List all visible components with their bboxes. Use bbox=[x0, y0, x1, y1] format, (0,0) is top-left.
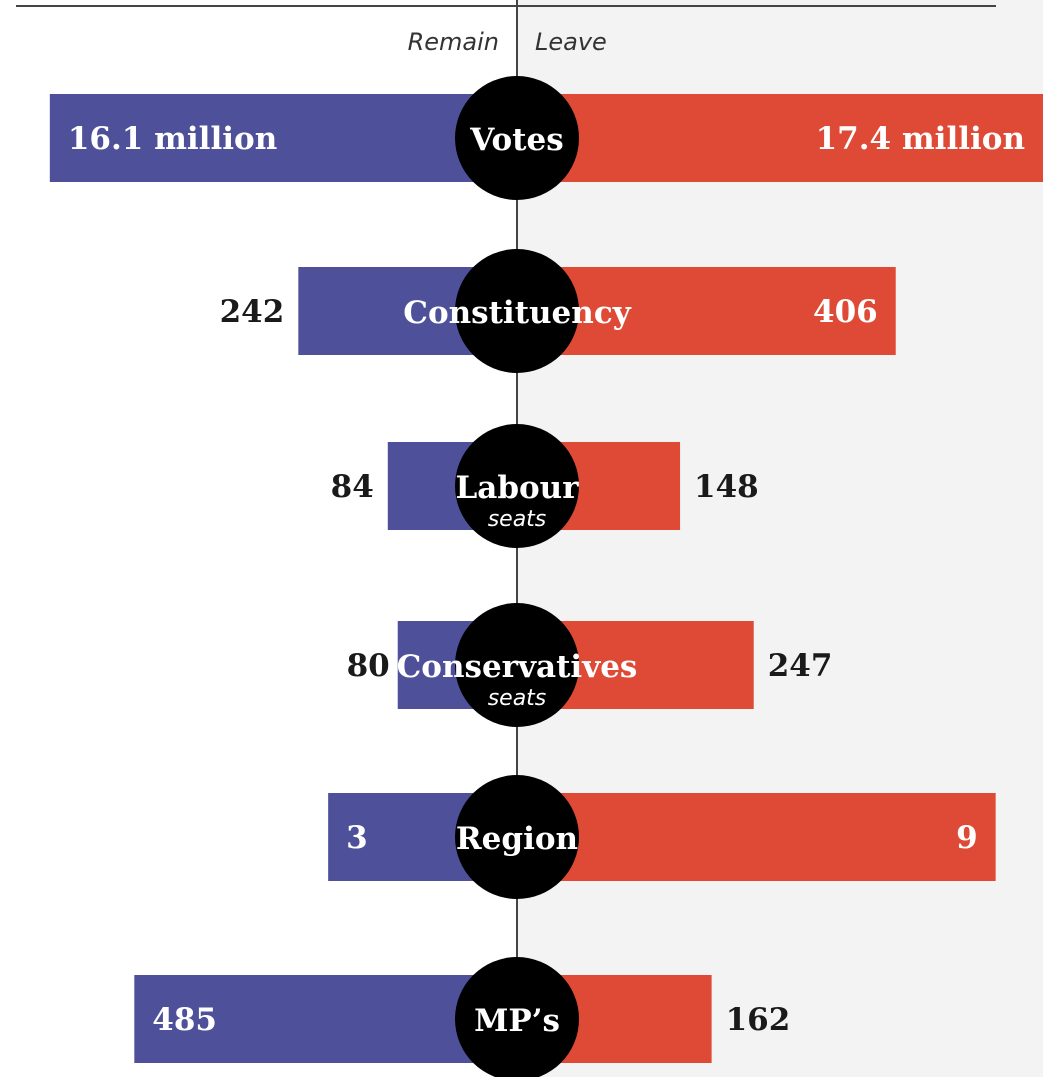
value-label-leave: 247 bbox=[768, 648, 833, 684]
category-label: Votes bbox=[469, 122, 563, 158]
value-label-remain: 242 bbox=[220, 294, 285, 330]
category-label: MP’s bbox=[474, 1003, 560, 1039]
category-circle bbox=[455, 957, 579, 1077]
value-label-leave: 17.4 million bbox=[816, 121, 1025, 157]
category-circle bbox=[455, 76, 579, 200]
value-label-remain: 80 bbox=[347, 648, 390, 684]
side-label-leave: Leave bbox=[535, 28, 607, 56]
category-circle bbox=[455, 249, 579, 373]
category-sublabel: seats bbox=[488, 686, 547, 711]
category-circle bbox=[455, 603, 579, 727]
bar-leave bbox=[517, 793, 996, 881]
value-label-leave: 406 bbox=[813, 294, 878, 330]
value-label-leave: 9 bbox=[956, 820, 978, 856]
value-label-remain: 3 bbox=[346, 820, 368, 856]
category-label: Region bbox=[456, 821, 578, 857]
value-label-remain: 485 bbox=[152, 1002, 217, 1038]
category-circle bbox=[455, 424, 579, 548]
category-label: Conservatives bbox=[397, 649, 638, 685]
bar-remain bbox=[49, 94, 517, 182]
value-label-remain: 16.1 million bbox=[68, 121, 277, 157]
bar-leave bbox=[517, 94, 1043, 182]
value-label-leave: 148 bbox=[694, 469, 759, 505]
category-label: Constituency bbox=[403, 295, 631, 331]
category-label: Labour bbox=[455, 470, 579, 506]
value-label-leave: 162 bbox=[726, 1002, 791, 1038]
category-circle bbox=[455, 775, 579, 899]
value-label-remain: 84 bbox=[331, 469, 374, 505]
bar-remain bbox=[134, 975, 517, 1063]
bar-leave bbox=[517, 267, 896, 355]
side-label-remain: Remain bbox=[408, 28, 499, 56]
category-sublabel: seats bbox=[488, 507, 547, 532]
